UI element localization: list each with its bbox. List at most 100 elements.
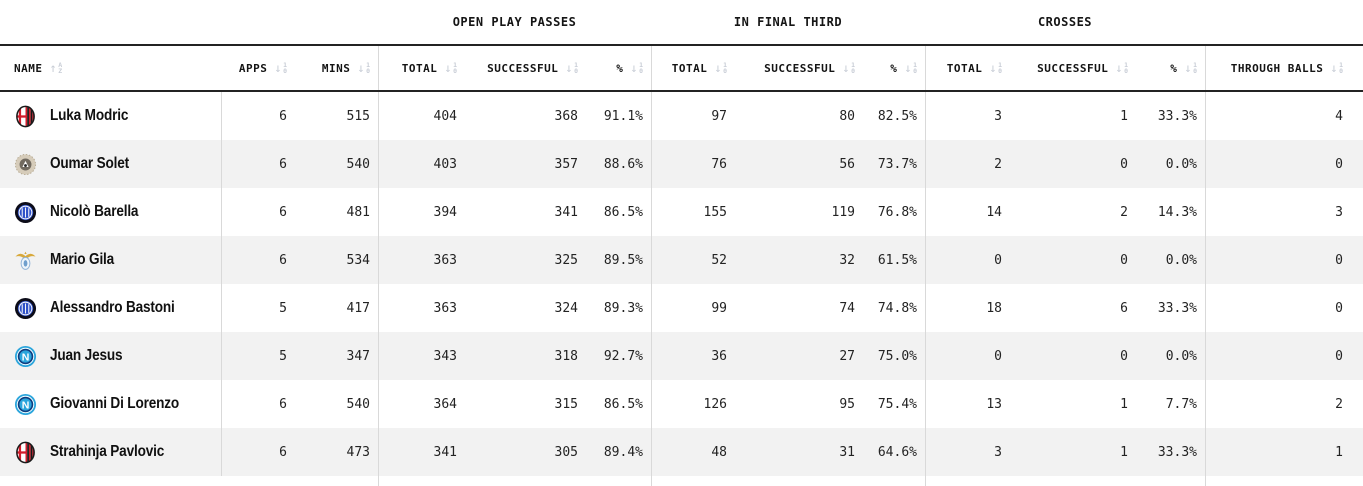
crosses-pct-value: 33.3%: [1157, 108, 1197, 124]
finalthird-pct-value: 76.8%: [877, 204, 917, 220]
openplay-pct-value: 89.3%: [603, 300, 643, 316]
table-row[interactable]: N Giovanni Di Lorenzo 6 540 364 315 86.5…: [0, 380, 1363, 428]
crosses-pct-value: 0.0%: [1165, 156, 1197, 172]
apps-value: 6: [221, 188, 295, 236]
apps-value: 6: [221, 380, 295, 428]
openplay-successful-value: 368: [554, 108, 578, 124]
apps-value: 6: [221, 92, 295, 140]
through-balls-value: 0: [1205, 332, 1363, 380]
openplay-successful-value: 357: [554, 156, 578, 172]
table-row[interactable]: Oumar Solet 6 540 403 357 88.6% 76 56 73…: [0, 140, 1363, 188]
finalthird-pct-value: 61.5%: [877, 252, 917, 268]
crosses-successful-value: 1: [1120, 396, 1128, 412]
crosses-pct-value: 14.3%: [1157, 204, 1197, 220]
group-header-crosses: CROSSES: [1037, 15, 1093, 29]
openplay-pct-value: 88.6%: [603, 156, 643, 172]
group-header-row: OPEN PLAY PASSES IN FINAL THIRD CROSSES: [0, 0, 1363, 44]
openplay-pct-value: 86.5%: [603, 396, 643, 412]
mins-value: 540: [346, 396, 370, 412]
crosses-pct-value: 7.7%: [1165, 396, 1197, 412]
finalthird-successful-value: 80: [839, 108, 855, 124]
finalthird-pct-value: 75.4%: [877, 396, 917, 412]
table-row[interactable]: Strahinja Pavlovic 6 473 341 305 89.4% 4…: [0, 428, 1363, 476]
table-row[interactable]: Nicolò Barella 6 481 394 341 86.5% 155 1…: [0, 188, 1363, 236]
finalthird-pct-value: 74.8%: [877, 300, 917, 316]
openplay-successful-value: 305: [554, 444, 578, 460]
table-row[interactable]: Alessandro Bastoni 5 417 363 324 89.3% 9…: [0, 284, 1363, 332]
openplay-total-value: 404: [378, 92, 475, 140]
finalthird-total-value: 126: [651, 380, 745, 428]
crosses-successful-value: 0: [1120, 348, 1128, 364]
openplay-successful-value: 324: [554, 300, 578, 316]
crosses-pct-value: 33.3%: [1157, 300, 1197, 316]
apps-value: 5: [221, 284, 295, 332]
mins-value: 515: [346, 108, 370, 124]
finalthird-successful-value: 119: [831, 204, 855, 220]
openplay-total-value: 363: [378, 236, 475, 284]
openplay-pct-value: 89.4%: [603, 444, 643, 460]
table-row[interactable]: Luka Modric 6 515 404 368 91.1% 97 80 82…: [0, 92, 1363, 140]
crosses-total-value: 14: [925, 188, 1020, 236]
udinese-badge-icon: [14, 153, 37, 176]
openplay-pct-value: 92.7%: [603, 348, 643, 364]
mins-value: 417: [346, 300, 370, 316]
table-row[interactable]: N Juan Jesus 5 347 343 318 92.7% 36 27 7…: [0, 332, 1363, 380]
openplay-successful-value: 318: [554, 348, 578, 364]
player-name: Alessandro Bastoni: [50, 299, 175, 316]
table-body: Luka Modric 6 515 404 368 91.1% 97 80 82…: [0, 92, 1363, 476]
crosses-successful-value: 0: [1120, 156, 1128, 172]
player-cell: N Juan Jesus: [0, 332, 221, 380]
openplay-pct-value: 86.5%: [603, 204, 643, 220]
finalthird-successful-value: 31: [839, 444, 855, 460]
finalthird-total-value: 52: [651, 236, 745, 284]
openplay-total-value: 364: [378, 380, 475, 428]
table-row[interactable]: Mario Gila 6 534 363 325 89.5% 52 32 61.…: [0, 236, 1363, 284]
openplay-successful-value: 341: [554, 204, 578, 220]
inter-badge-icon: [14, 201, 37, 224]
group-header-in-final-third: IN FINAL THIRD: [733, 15, 843, 29]
crosses-total-value: 0: [925, 236, 1020, 284]
player-name: Juan Jesus: [50, 347, 123, 364]
finalthird-pct-value: 73.7%: [877, 156, 917, 172]
player-name: Oumar Solet: [50, 155, 129, 172]
finalthird-total-value: 155: [651, 188, 745, 236]
finalthird-total-value: 99: [651, 284, 745, 332]
svg-text:N: N: [22, 399, 30, 411]
crosses-pct-value: 0.0%: [1165, 348, 1197, 364]
crosses-successful-value: 6: [1120, 300, 1128, 316]
ac-milan-badge-icon: [14, 105, 37, 128]
crosses-total-value: 0: [925, 332, 1020, 380]
crosses-total-value: 13: [925, 380, 1020, 428]
through-balls-value: 2: [1205, 380, 1363, 428]
finalthird-total-value: 76: [651, 140, 745, 188]
through-balls-value: 0: [1205, 236, 1363, 284]
